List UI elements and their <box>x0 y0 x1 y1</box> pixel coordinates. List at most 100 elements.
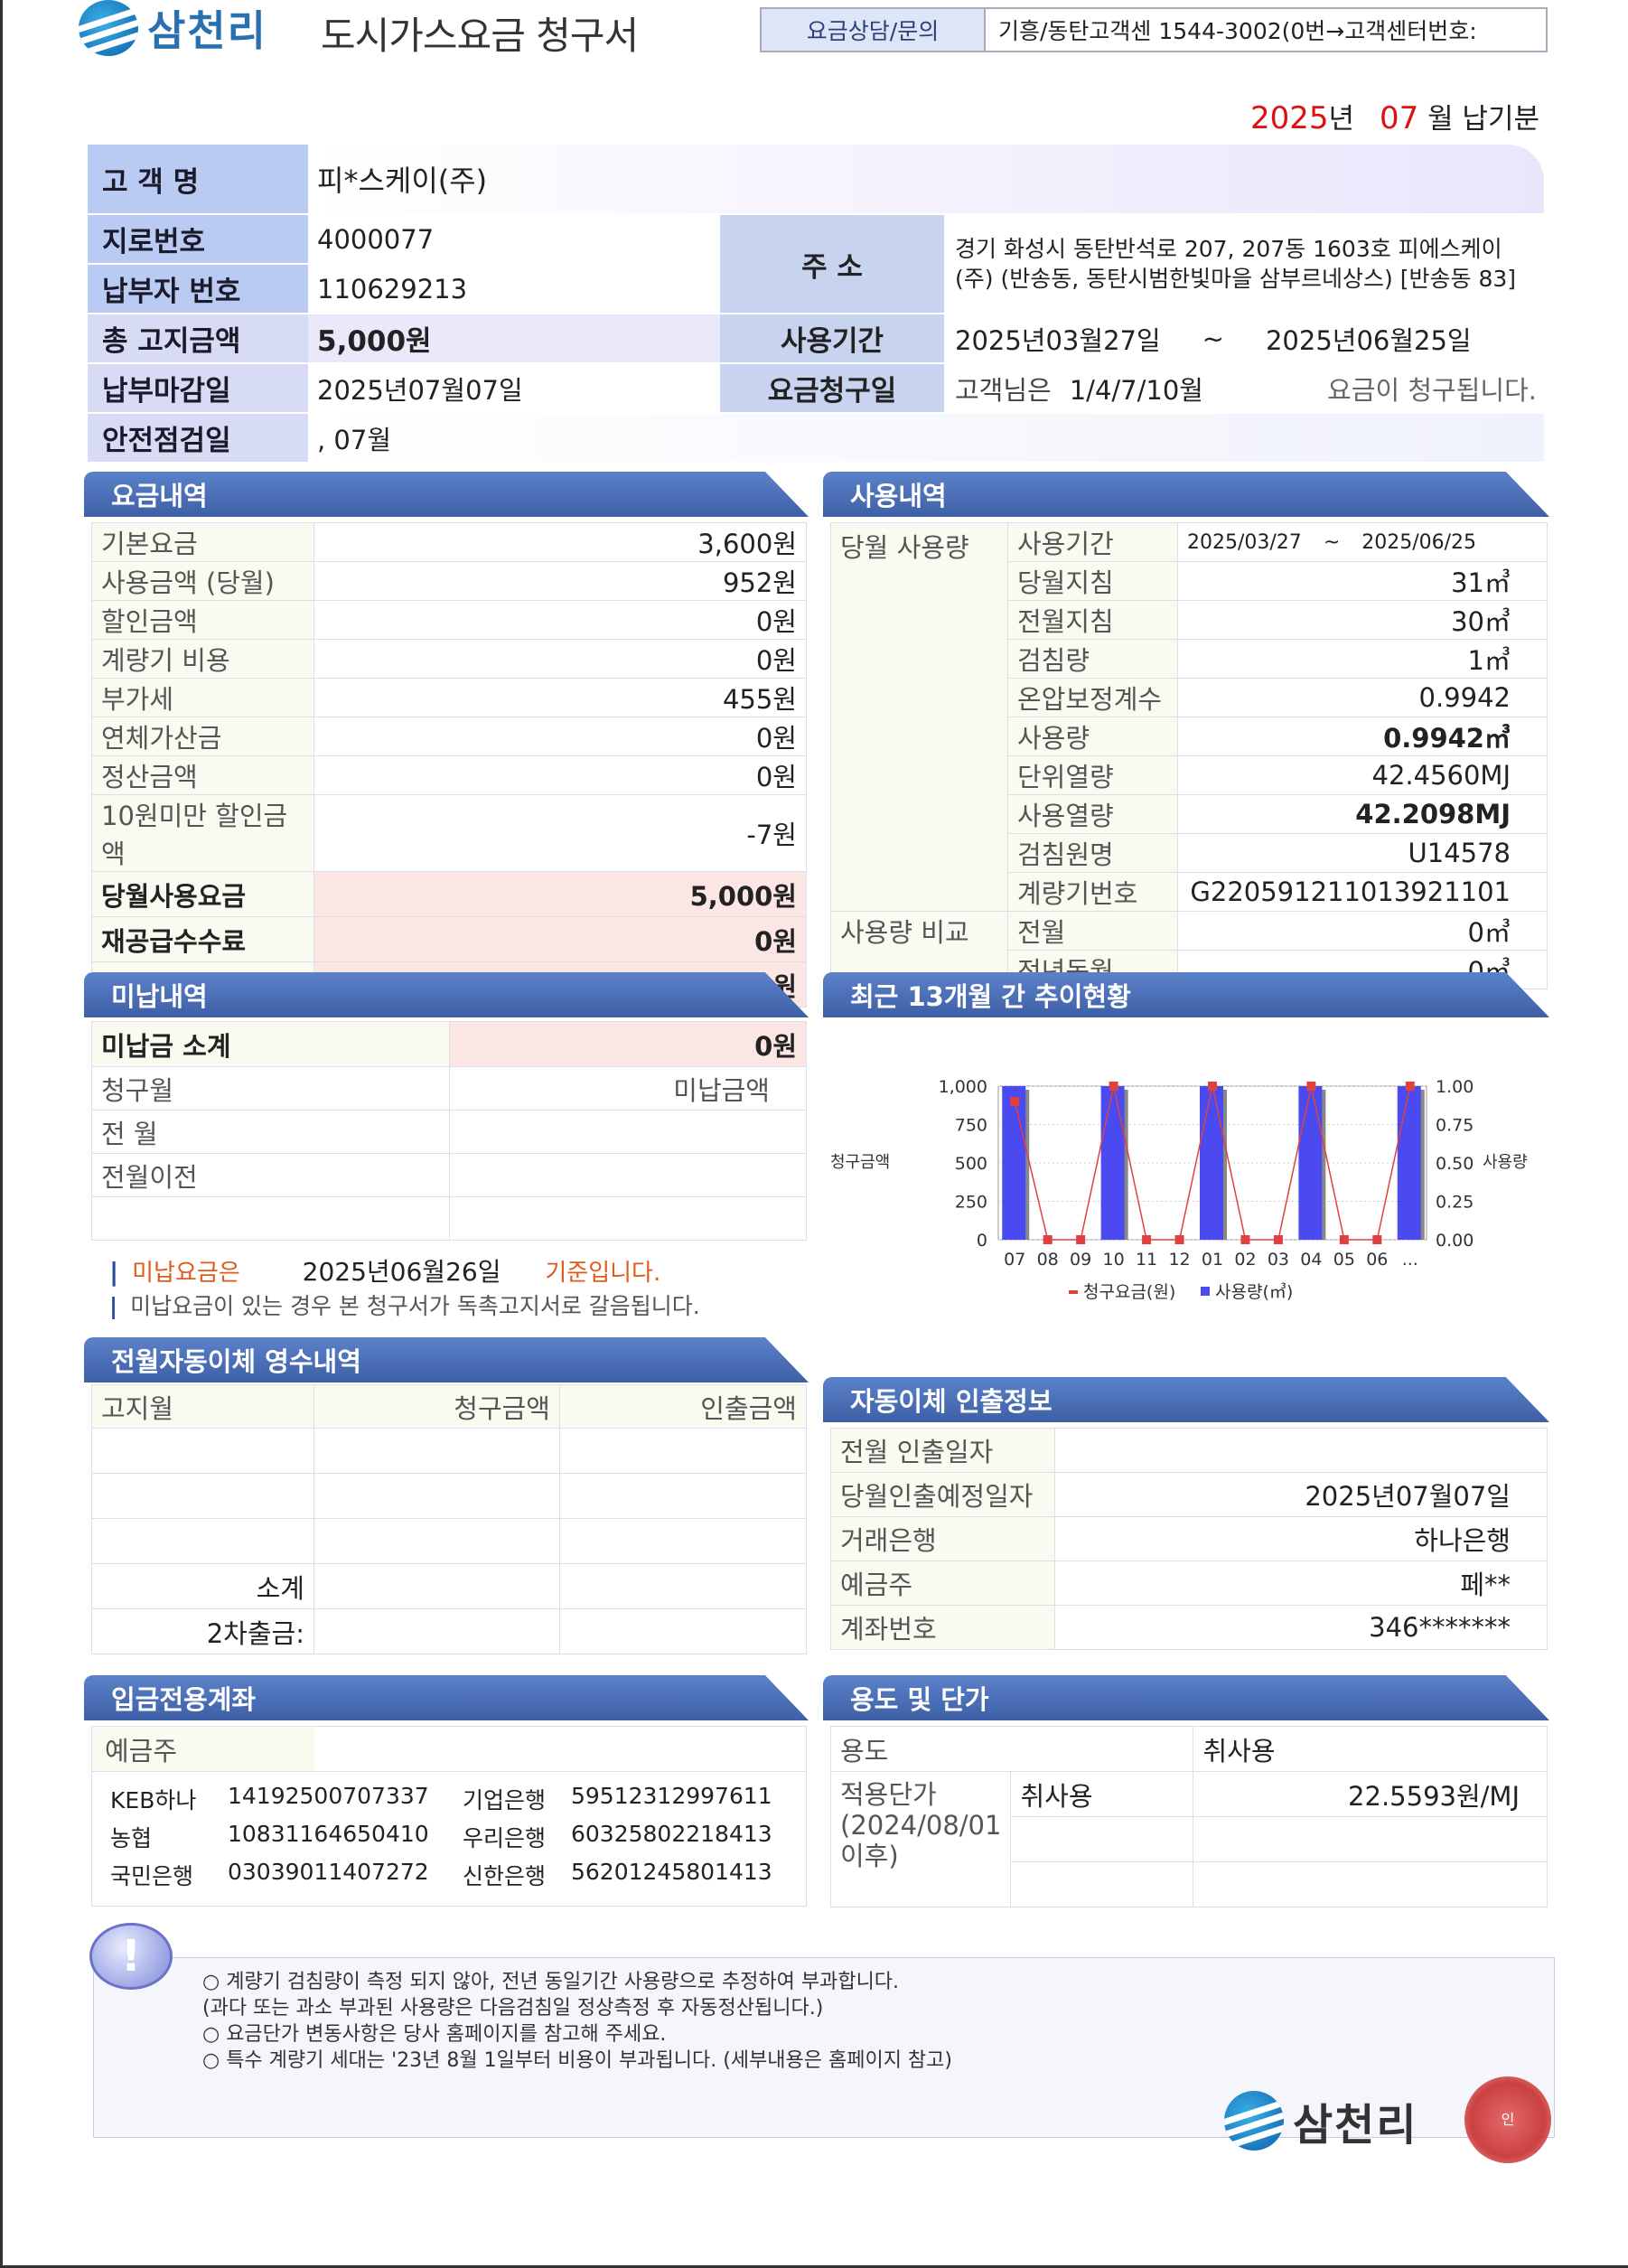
charge-value: 0원 <box>313 639 807 679</box>
usage-point <box>1339 1235 1349 1244</box>
charge-value: 455원 <box>313 678 807 717</box>
charge-label: 할인금액 <box>91 600 314 640</box>
autopay-info-title: 자동이체 인출정보 <box>823 1377 1549 1422</box>
usage-value: G220591211013921101 <box>1177 872 1548 912</box>
charge-value: 952원 <box>313 561 807 601</box>
usage-label: 당월지침 <box>1007 561 1178 601</box>
unpaid-note-1: | 미납요금은 2025년06월26일 기준입니다. <box>109 1257 661 1287</box>
usage-point <box>1010 1097 1020 1106</box>
x-tick-label: 10 <box>1103 1250 1125 1270</box>
total-amount: 5,000원 <box>308 314 720 362</box>
autopay-receipt-title: 전월자동이체 영수내역 <box>84 1337 809 1382</box>
usage-label: 사용량 <box>1007 717 1178 756</box>
receipt-col-withdraw: 인출금액 <box>559 1384 807 1429</box>
left-axis-label: 청구금액 <box>830 1153 890 1172</box>
claim-label: 요금청구일 <box>720 364 944 412</box>
deposit-bank-name: 우리은행 <box>463 1825 547 1851</box>
claim-months: 고객님은 1/4/7/10월 요금이 청구됩니다. <box>944 364 1544 412</box>
legend-amount-label: 청구요금(원) <box>1083 1282 1175 1302</box>
usage-point <box>1142 1235 1152 1244</box>
autopay-label: 거래은행 <box>830 1516 1055 1561</box>
usage-point <box>1076 1235 1086 1244</box>
right-tick-label: 0.25 <box>1436 1193 1474 1213</box>
samchully-logo: 삼천리 <box>79 0 267 56</box>
charge-value: 0원 <box>313 600 807 640</box>
usage-value: 1㎥ <box>1177 639 1548 679</box>
left-tick-label: 750 <box>955 1116 987 1136</box>
charge-row: 정산금액 0원 <box>91 755 807 795</box>
usage-point <box>1372 1235 1382 1244</box>
left-tick-label: 250 <box>955 1193 987 1213</box>
usage-label: 계량기번호 <box>1007 872 1178 912</box>
notice-line: ○ 특수 계량기 세대는 '23년 8월 1일부터 비용이 부과됩니다. (세부… <box>202 2049 952 2072</box>
notice-line: ○ 계량기 검침량이 측정 되지 않아, 전년 동일기간 사용량으로 추정하여 … <box>202 1971 900 1993</box>
charge-total-row: 당월사용요금 5,000원 <box>91 871 807 917</box>
charge-label: 연체가산금 <box>91 717 314 756</box>
payer-label: 납부자 번호 <box>88 265 308 313</box>
usage-compare-value: 0㎥ <box>1177 911 1548 951</box>
unpaid-subtotal-label: 미납금 소계 <box>91 1021 450 1067</box>
autopay-label: 전월 인출일자 <box>830 1428 1055 1473</box>
usage-point <box>1240 1235 1250 1244</box>
rate-price-use: 취사용 <box>1010 1771 1194 1817</box>
receipt-col-claim: 청구금액 <box>313 1384 560 1429</box>
charge-label: 계량기 비용 <box>91 639 314 679</box>
charge-total-label: 재공급수수료 <box>91 916 314 962</box>
bar <box>1200 1086 1223 1240</box>
rate-section-title: 용도 및 단가 <box>823 1675 1549 1720</box>
autopay-value: 2025년07월07일 <box>1054 1472 1548 1517</box>
charge-value: 0원 <box>313 755 807 795</box>
inquiry-value: 기흥/동탄고객센 1544-3002(0번→고객센터번호: <box>998 18 1477 44</box>
autopay-info-table: 전월 인출일자 당월인출예정일자 2025년07월07일 거래은행 하나은행 예금주 페**… <box>830 1428 1548 1650</box>
rate-price-value: 22.5593원/MJ <box>1193 1771 1548 1817</box>
usage-value: 0.9942㎥ <box>1177 717 1548 756</box>
legend-usage-label: 사용량(㎥) <box>1215 1282 1293 1302</box>
x-tick-label: 11 <box>1136 1250 1157 1270</box>
charge-label: 사용금액 (당월) <box>91 561 314 601</box>
charge-label: 정산금액 <box>91 755 314 795</box>
deposit-account-number: 10831164650410 <box>228 1821 429 1847</box>
deposit-bank-name: KEB하나 <box>110 1787 197 1813</box>
autopay-label: 당월인출예정일자 <box>830 1472 1055 1517</box>
safety-label: 안전점검일 <box>88 414 308 462</box>
autopay-label: 예금주 <box>830 1560 1055 1606</box>
usage-table: 당월 사용량 사용기간 2025/03/27 ~2025/06/25 당월지침 31㎥ 전월… <box>830 522 1548 989</box>
bar <box>1298 1086 1323 1240</box>
legend-amount-swatch <box>1069 1290 1078 1294</box>
usage-point <box>1043 1235 1053 1244</box>
left-tick-label: 500 <box>955 1154 987 1174</box>
usage-label: 단위열량 <box>1007 755 1178 795</box>
usage-compare-label: 전월 <box>1007 911 1178 951</box>
x-tick-label: 08 <box>1037 1250 1059 1270</box>
deposit-section-title: 입금전용계좌 <box>84 1675 809 1720</box>
deposit-account-number: 03039011407272 <box>228 1859 429 1885</box>
charge-total-value: 5,000원 <box>313 871 807 917</box>
charge-value: -7원 <box>313 794 807 872</box>
rate-use-value: 취사용 <box>1193 1726 1548 1772</box>
bar <box>1002 1086 1026 1240</box>
inquiry-label: 요금상담/문의 <box>762 9 986 51</box>
charge-row: 기본요금 3,600원 <box>91 522 807 562</box>
usage-value: U14578 <box>1177 833 1548 873</box>
bar <box>1100 1086 1125 1240</box>
unpaid-table: 미납금 소계 0원 청구월 미납금액 전 월 전월이전 <box>91 1021 807 1241</box>
unpaid-month-col: 청구월 <box>91 1066 450 1111</box>
exclamation-icon: ! <box>89 1923 173 1990</box>
usage-value: 42.2098MJ <box>1177 794 1548 834</box>
logo-text: 삼천리 <box>147 6 267 55</box>
deposit-box: 예금주 KEB하나 14192500707337 기업은행 5951231299761… <box>91 1726 807 1907</box>
receipt-col-month: 고지월 <box>91 1384 314 1429</box>
x-tick-label: 05 <box>1333 1250 1355 1270</box>
right-tick-label: 1.00 <box>1436 1077 1474 1097</box>
x-tick-label: 03 <box>1268 1250 1289 1270</box>
x-tick-label: 06 <box>1366 1250 1388 1270</box>
usage-label: 검침원명 <box>1007 833 1178 873</box>
charge-row: 사용금액 (당월) 952원 <box>91 561 807 601</box>
usage-point <box>1306 1082 1316 1091</box>
unpaid-row-label: 전월이전 <box>91 1153 450 1197</box>
autopay-value: 346******* <box>1054 1605 1548 1650</box>
usage-label: 온압보정계수 <box>1007 678 1178 717</box>
rate-use-label: 용도 <box>829 1726 1194 1772</box>
usage-value: 31㎥ <box>1177 561 1548 601</box>
